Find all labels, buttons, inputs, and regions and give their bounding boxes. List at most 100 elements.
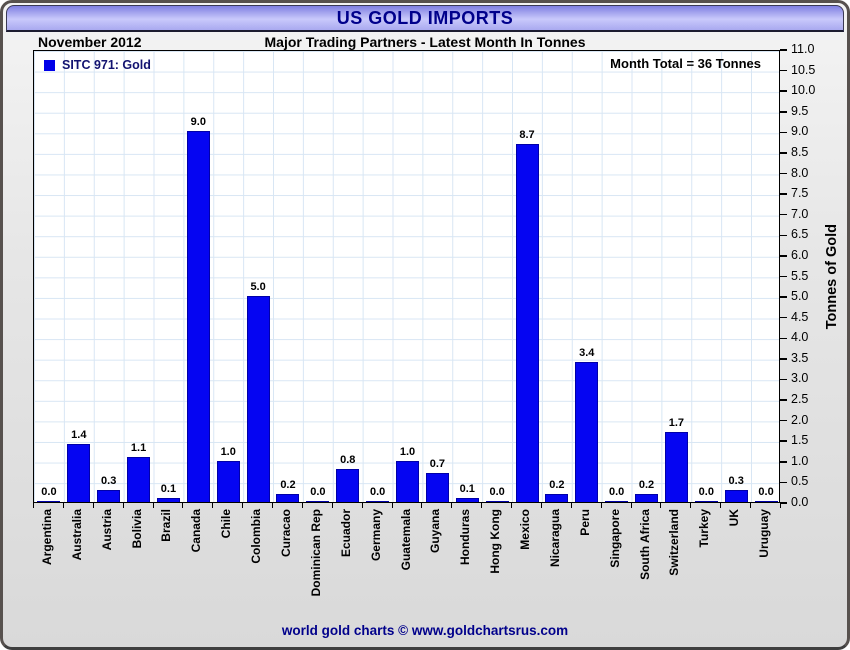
bar bbox=[216, 460, 240, 502]
x-axis-label: South Africa bbox=[637, 509, 652, 580]
bar bbox=[396, 460, 419, 502]
x-axis-tick bbox=[301, 503, 303, 508]
x-axis-label: Austria bbox=[99, 509, 114, 551]
x-axis-tick bbox=[182, 503, 184, 508]
x-axis-label: UK bbox=[727, 509, 742, 527]
x-axis-label: Guyana bbox=[428, 509, 443, 554]
y-axis-tick-label: 7.5 bbox=[791, 186, 809, 201]
x-axis-tick bbox=[630, 503, 632, 508]
y-axis-tick-label: 6.0 bbox=[791, 247, 809, 262]
y-axis-tick-label: 4.0 bbox=[791, 330, 809, 345]
month-total-annotation: Month Total = 36 Tonnes bbox=[610, 56, 761, 71]
bar-value-label: 0.3 bbox=[101, 474, 117, 487]
x-axis-label: Germany bbox=[368, 509, 383, 562]
bar bbox=[246, 296, 270, 502]
bar bbox=[425, 473, 449, 502]
bar-value-label: 0.2 bbox=[280, 478, 296, 491]
x-axis-tick bbox=[33, 503, 34, 508]
y-axis-tick bbox=[780, 461, 787, 463]
x-axis-label: Colombia bbox=[249, 509, 264, 564]
x-axis-label: Argentina bbox=[39, 509, 54, 566]
bar bbox=[485, 500, 509, 502]
x-axis-label: Guatemala bbox=[398, 509, 413, 571]
y-axis-tick-label: 4.5 bbox=[791, 309, 809, 324]
date-label: November 2012 bbox=[38, 34, 142, 50]
y-axis-tick bbox=[780, 131, 787, 134]
x-axis-tick bbox=[540, 503, 542, 508]
bar-value-label: 0.3 bbox=[728, 474, 744, 487]
bar-value-label: 0.0 bbox=[41, 485, 57, 498]
y-axis-tick-label: 3.0 bbox=[791, 371, 809, 386]
bar bbox=[336, 469, 360, 502]
bar bbox=[545, 493, 569, 502]
bar bbox=[724, 489, 748, 502]
y-axis-tick bbox=[780, 502, 787, 504]
bar-value-label: 0.2 bbox=[549, 478, 565, 491]
y-axis-tick bbox=[780, 337, 787, 340]
y-axis-tick-label: 9.0 bbox=[791, 124, 809, 139]
bar bbox=[515, 143, 539, 502]
y-axis-tick-label: 9.5 bbox=[791, 103, 809, 118]
x-axis-tick bbox=[62, 503, 64, 508]
x-axis-label: Singapore bbox=[607, 509, 622, 568]
bar-value-label: 0.7 bbox=[429, 458, 446, 471]
bar bbox=[276, 493, 300, 502]
y-axis-tick bbox=[780, 172, 787, 175]
bar bbox=[127, 456, 151, 502]
x-axis-tick bbox=[122, 503, 124, 508]
y-axis-tick-label: 0.0 bbox=[791, 495, 809, 509]
x-axis-label: Ecuador bbox=[338, 509, 353, 558]
page-title: US GOLD IMPORTS bbox=[336, 7, 514, 28]
x-axis-tick bbox=[272, 503, 274, 508]
x-axis-tick bbox=[690, 503, 692, 508]
bar-value-label: 0.0 bbox=[310, 485, 326, 498]
x-axis-label: Brazil bbox=[159, 509, 174, 542]
bar-value-label: 1.1 bbox=[130, 441, 147, 454]
bar-value-label: 3.4 bbox=[579, 346, 595, 359]
y-axis-tick bbox=[780, 296, 787, 298]
y-axis-tick-label: 10.5 bbox=[791, 62, 816, 77]
y-axis-tick-label: 5.0 bbox=[791, 289, 809, 304]
y-axis-tick-label: 10.0 bbox=[791, 83, 816, 98]
legend-swatch-icon bbox=[44, 59, 55, 71]
y-axis-tick bbox=[780, 193, 787, 195]
bar-value-label: 0.0 bbox=[609, 485, 625, 498]
x-axis-label: Nicaragua bbox=[547, 509, 562, 568]
bar-value-label: 0.0 bbox=[698, 485, 714, 498]
legend-label: SITC 971: Gold bbox=[62, 58, 151, 72]
y-axis-tick bbox=[780, 440, 787, 442]
x-axis-label: Honduras bbox=[458, 509, 473, 566]
title-bar: US GOLD IMPORTS bbox=[6, 5, 844, 32]
y-axis-tick-label: 2.5 bbox=[791, 392, 809, 407]
x-axis-tick bbox=[511, 503, 513, 508]
y-axis-tick bbox=[780, 213, 787, 216]
bar-value-label: 0.1 bbox=[459, 482, 475, 495]
bar bbox=[664, 432, 688, 502]
y-axis-tick-label: 0.5 bbox=[791, 474, 809, 489]
bar bbox=[635, 493, 659, 502]
x-axis-label: Hong Kong bbox=[488, 509, 503, 574]
bar bbox=[306, 500, 330, 502]
x-axis-tick bbox=[361, 503, 363, 508]
x-axis-tick bbox=[660, 503, 662, 508]
bar-value-label: 5.0 bbox=[250, 281, 266, 294]
bar bbox=[37, 500, 61, 502]
y-axis-tick-label: 5.5 bbox=[791, 268, 809, 283]
x-axis-tick bbox=[780, 503, 781, 508]
bar-value-label: 0.0 bbox=[369, 485, 386, 498]
y-axis-tick bbox=[780, 90, 787, 92]
x-axis-tick bbox=[570, 503, 572, 508]
y-axis-tick-label: 1.5 bbox=[791, 433, 809, 448]
y-axis-tick-label: 11.0 bbox=[791, 42, 815, 56]
y-axis-tick bbox=[780, 358, 787, 360]
y-axis-tick-label: 7.0 bbox=[791, 206, 809, 221]
bar bbox=[97, 489, 121, 502]
y-axis-tick-label: 6.5 bbox=[791, 227, 809, 242]
y-axis-tick bbox=[780, 255, 787, 257]
y-axis-tick-label: 8.0 bbox=[791, 165, 809, 180]
y-axis-tick bbox=[780, 49, 787, 51]
legend: SITC 971: Gold bbox=[44, 58, 151, 72]
x-axis-tick bbox=[242, 503, 244, 508]
y-axis-tick-label: 3.5 bbox=[791, 350, 809, 365]
y-axis-tick bbox=[780, 234, 787, 237]
